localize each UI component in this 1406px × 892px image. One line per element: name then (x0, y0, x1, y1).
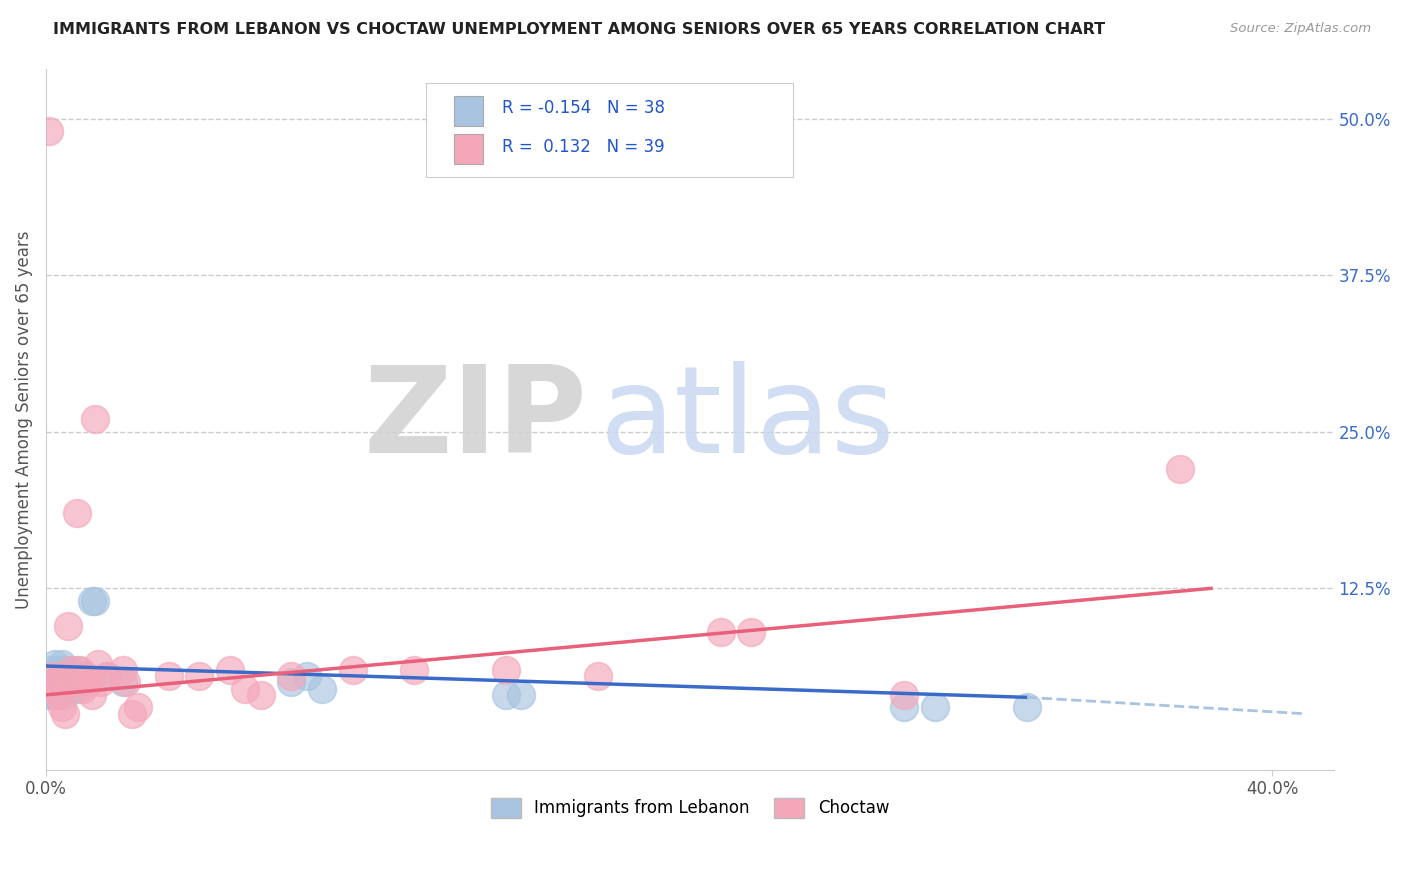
Point (69, 663, 91, 677)
Point (249, 688, 271, 702)
Text: Source: ZipAtlas.com: Source: ZipAtlas.com (1230, 22, 1371, 36)
Point (53, 688, 76, 702)
Point (342, 663, 364, 677)
Point (235, 681, 257, 696)
Point (44, 675, 66, 690)
Point (1015, 700, 1038, 714)
Point (75, 669, 97, 683)
Point (1168, 462, 1191, 476)
Text: R =  0.132   N = 39: R = 0.132 N = 39 (502, 138, 665, 156)
Point (111, 663, 134, 677)
FancyBboxPatch shape (454, 96, 482, 126)
Point (188, 669, 211, 683)
Y-axis label: Unemployment Among Seniors over 65 years: Unemployment Among Seniors over 65 years (15, 230, 32, 608)
Point (56, 675, 79, 690)
Text: atlas: atlas (600, 360, 896, 478)
Point (280, 669, 302, 683)
Point (121, 706, 143, 721)
Point (77, 675, 100, 690)
Point (51, 681, 73, 696)
Point (84, 412, 107, 426)
Point (51, 657, 73, 671)
Point (72, 669, 94, 683)
Point (219, 663, 242, 677)
Point (72, 681, 94, 696)
Point (495, 688, 517, 702)
Point (41, 669, 63, 683)
Point (44, 657, 66, 671)
Point (893, 700, 915, 714)
Point (56, 663, 79, 677)
Point (59, 663, 82, 677)
Point (82, 688, 104, 702)
Text: R = -0.154   N = 38: R = -0.154 N = 38 (502, 99, 665, 117)
Text: IMMIGRANTS FROM LEBANON VS CHOCTAW UNEMPLOYMENT AMONG SENIORS OVER 65 YEARS CORR: IMMIGRANTS FROM LEBANON VS CHOCTAW UNEMP… (53, 22, 1105, 37)
Point (111, 675, 134, 690)
Point (510, 688, 533, 702)
Point (96, 669, 118, 683)
Point (402, 663, 425, 677)
Point (38, 688, 60, 702)
Point (66, 681, 89, 696)
Point (51, 675, 73, 690)
Point (311, 681, 333, 696)
Point (82, 594, 104, 608)
Point (41, 663, 63, 677)
Point (62, 675, 84, 690)
Point (51, 700, 73, 714)
Text: ZIP: ZIP (363, 360, 586, 478)
FancyBboxPatch shape (454, 135, 482, 164)
Point (66, 663, 89, 677)
Point (51, 669, 73, 683)
Point (87, 657, 110, 671)
Point (41, 669, 63, 683)
Point (586, 669, 609, 683)
Point (44, 688, 66, 702)
Point (48, 663, 70, 677)
Point (893, 688, 915, 702)
Point (280, 675, 302, 690)
Point (157, 669, 180, 683)
Point (924, 700, 946, 714)
Point (48, 688, 70, 702)
Point (48, 669, 70, 683)
Point (41, 688, 63, 702)
Point (84, 594, 107, 608)
Point (495, 663, 517, 677)
Point (38, 681, 60, 696)
FancyBboxPatch shape (426, 83, 793, 178)
Point (44, 681, 66, 696)
Point (38, 669, 60, 683)
Point (48, 675, 70, 690)
Point (127, 700, 149, 714)
Point (56, 619, 79, 633)
Point (740, 625, 762, 640)
Point (59, 669, 82, 683)
Point (62, 675, 84, 690)
Point (66, 506, 89, 520)
Point (709, 625, 731, 640)
Point (38, 675, 60, 690)
Point (41, 681, 63, 696)
Point (115, 675, 138, 690)
Point (90, 675, 112, 690)
Point (295, 669, 318, 683)
Legend: Immigrants from Lebanon, Choctaw: Immigrants from Lebanon, Choctaw (484, 791, 896, 825)
Point (53, 669, 76, 683)
Point (53, 706, 76, 721)
Point (38, 675, 60, 690)
Point (38, 124, 60, 138)
Point (96, 669, 118, 683)
